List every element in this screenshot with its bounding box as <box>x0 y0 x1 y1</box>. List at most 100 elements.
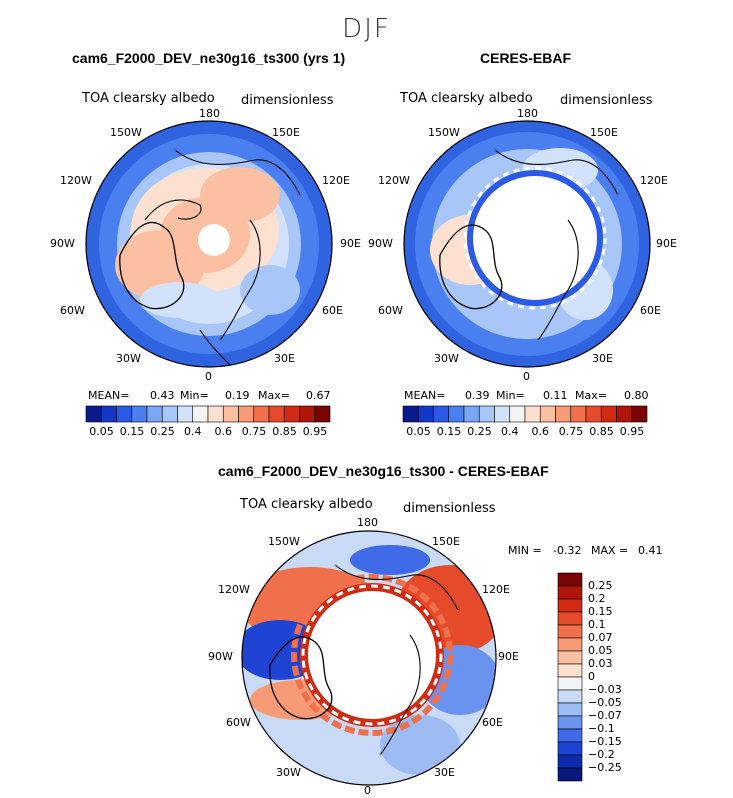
cb3-tick-label: −0.25 <box>588 761 622 774</box>
map-panel3 <box>241 530 497 786</box>
cb3-tick-label: 0 <box>588 670 595 683</box>
p3-lon-150e: 150E <box>432 535 460 548</box>
p1-mean-value: 0.43 <box>150 389 175 402</box>
cb2-tick-label: 0.25 <box>467 425 492 438</box>
cb2-swatch <box>509 405 526 423</box>
cb1-swatch <box>253 405 270 423</box>
panel3-variable: TOA clearsky albedo <box>240 497 373 512</box>
p3-min-label: MIN = <box>508 544 542 557</box>
cb2-swatch <box>463 405 480 423</box>
cb3-tick-label: −0.05 <box>588 696 622 709</box>
cb2-tick-label: 0.85 <box>589 425 614 438</box>
p2-max-value: 0.80 <box>624 389 649 402</box>
cb1-tick-label: 0.75 <box>241 425 267 438</box>
p1-lon-120e: 120E <box>322 174 350 187</box>
cb3-tick-label: 0.07 <box>588 631 613 644</box>
cb2-swatch <box>600 405 617 423</box>
cb3-swatch <box>557 702 583 717</box>
cb3-swatch <box>557 728 583 743</box>
cb1-tick-label: 0.15 <box>119 425 145 438</box>
p1-lon-60e: 60E <box>322 304 343 317</box>
p3-lon-180: 180 <box>357 516 378 529</box>
p2-lon-30w: 30W <box>434 352 459 365</box>
cb1-swatch <box>222 405 239 423</box>
p3-lon-0: 0 <box>364 784 371 797</box>
cb1-tick-label: 0.85 <box>272 425 297 438</box>
p1-min-label: Min= <box>180 389 209 402</box>
cb1-swatch <box>192 405 209 423</box>
p2-lon-120w: 120W <box>378 174 410 187</box>
cb1-swatch <box>131 405 148 423</box>
p2-mean-value: 0.39 <box>465 389 490 402</box>
cb3-tick-label: 0.03 <box>588 657 613 670</box>
p3-lon-90e: 90E <box>498 650 519 663</box>
colorbar-panel2 <box>402 405 648 423</box>
panel3-units: dimensionless <box>403 501 496 516</box>
p1-lon-150w: 150W <box>110 126 142 139</box>
cb3-tick-label: 0.2 <box>588 592 606 605</box>
p1-lon-60w: 60W <box>60 304 85 317</box>
cb1-tick-label: 0.4 <box>184 425 202 438</box>
p1-lon-150e: 150E <box>272 126 300 139</box>
cb1-swatch <box>146 405 163 423</box>
panel1-variable: TOA clearsky albedo <box>82 91 215 106</box>
cb3-swatch <box>557 767 583 782</box>
panel1-title: cam6_F2000_DEV_ne30g16_ts300 (yrs 1) <box>72 50 346 66</box>
cb3-swatch <box>557 637 583 652</box>
cb2-swatch <box>478 405 495 423</box>
p2-lon-150w: 150W <box>428 126 460 139</box>
cb1-swatch <box>100 405 117 423</box>
cb3-tick-label: −0.15 <box>588 735 622 748</box>
cb2-swatch <box>402 405 419 423</box>
cb3-swatch <box>557 741 583 756</box>
cb2-swatch <box>524 405 541 423</box>
p2-lon-30e: 30E <box>592 352 613 365</box>
cb1-swatch <box>238 405 255 423</box>
colorbar-panel3 <box>557 572 583 782</box>
cb2-tick-label: 0.4 <box>501 425 519 438</box>
p3-lon-30e: 30E <box>434 766 455 779</box>
panel2-variable: TOA clearsky albedo <box>400 91 533 106</box>
cb2-tick-label: 0.75 <box>558 425 584 438</box>
cb3-swatch <box>557 572 583 587</box>
cb3-swatch <box>557 650 583 665</box>
p2-lon-0: 0 <box>523 370 530 383</box>
p1-lon-120w: 120W <box>60 174 92 187</box>
p3-lon-60w: 60W <box>226 716 251 729</box>
cb3-swatch <box>557 689 583 704</box>
cb1-swatch <box>177 405 194 423</box>
cb1-swatch <box>85 405 102 423</box>
cb3-swatch <box>557 624 583 639</box>
map-panel2 <box>403 120 651 368</box>
cb1-swatch <box>207 405 224 423</box>
cb2-swatch <box>570 405 587 423</box>
p1-max-label: Max= <box>258 389 290 402</box>
panel2-units: dimensionless <box>560 93 653 108</box>
cb3-tick-label: −0.1 <box>588 722 615 735</box>
map-panel1 <box>85 120 333 368</box>
cb2-tick-label: 0.05 <box>406 425 431 438</box>
cb2-swatch <box>448 405 465 423</box>
cb3-tick-label: −0.2 <box>588 748 615 761</box>
cb3-swatch <box>557 585 583 600</box>
cb2-swatch <box>539 405 556 423</box>
cb3-swatch <box>557 663 583 678</box>
cb2-tick-label: 0.6 <box>531 425 550 438</box>
p1-lon-30e: 30E <box>274 352 295 365</box>
p3-lon-150w: 150W <box>268 535 300 548</box>
cb3-tick-label: −0.07 <box>588 709 622 722</box>
p2-mean-label: MEAN= <box>404 389 446 402</box>
cb3-swatch <box>557 715 583 730</box>
p1-lon-90w: 90W <box>50 237 75 250</box>
cb1-tick-label: 0.25 <box>150 425 175 438</box>
cb1-swatch <box>299 405 316 423</box>
p3-lon-60e: 60E <box>482 716 503 729</box>
cb3-swatch <box>557 611 583 626</box>
p2-max-label: Max= <box>575 389 607 402</box>
cb1-swatch <box>161 405 178 423</box>
p2-min-label: Min= <box>496 389 525 402</box>
p1-max-value: 0.67 <box>306 389 331 402</box>
p3-max-value: 0.41 <box>638 544 663 557</box>
cb2-swatch <box>417 405 434 423</box>
